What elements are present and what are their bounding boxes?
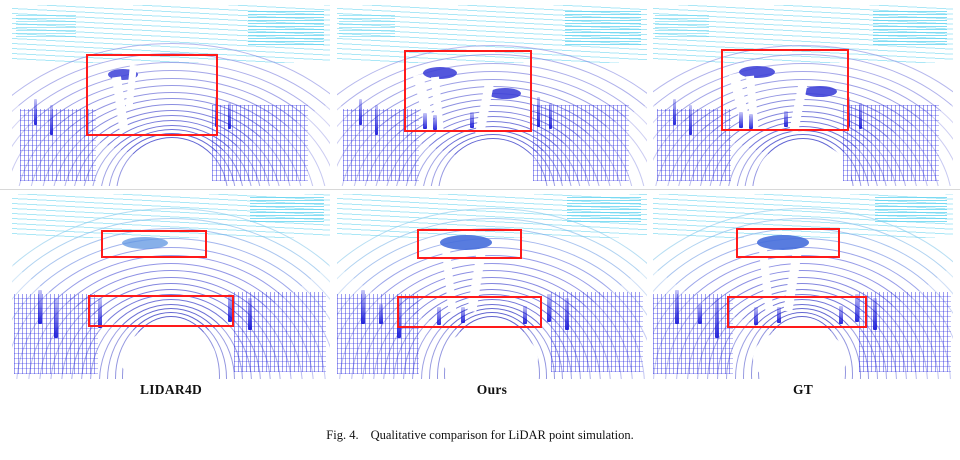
far-structure-right <box>248 11 324 45</box>
distant-vehicle-return <box>122 237 168 249</box>
scan-rings <box>653 194 953 379</box>
column-label-lidar4d: LIDAR4D <box>139 382 203 397</box>
distant-vehicle-return <box>440 235 492 250</box>
panel-grid <box>0 5 960 379</box>
pedestrian-2 <box>749 114 753 129</box>
panel-row1-lidar4d <box>12 5 330 186</box>
roadside-object-right-1 <box>215 97 218 127</box>
far-structure-right <box>567 196 641 222</box>
roadside-object-left-2 <box>54 298 58 338</box>
pedestrian-4 <box>523 306 527 324</box>
pedestrian-3 <box>470 112 474 128</box>
pedestrian-1 <box>739 112 743 128</box>
scan-rings <box>12 5 330 186</box>
roadside-object-right-1 <box>847 97 850 127</box>
far-structure-left <box>16 15 76 37</box>
pedestrian-3 <box>777 307 781 323</box>
ego-vehicle-gap <box>442 328 538 379</box>
near-clutter-left <box>337 294 419 374</box>
far-structure-right <box>873 11 947 45</box>
roadside-object-left-2 <box>397 298 401 338</box>
vehicle-return-right <box>489 88 521 99</box>
panel-row2-gt <box>653 194 953 379</box>
roadside-object-right-2 <box>549 103 552 129</box>
pedestrian-4 <box>839 306 843 324</box>
ego-vehicle-gap <box>753 328 847 379</box>
far-structure-left <box>655 15 709 37</box>
near-clutter-left <box>657 109 731 181</box>
roadside-object-left-2 <box>50 105 53 135</box>
far-structure-right <box>875 196 947 222</box>
near-clutter-left <box>20 109 96 181</box>
panel-row1-gt <box>653 5 953 186</box>
roadside-object-right-1 <box>855 294 859 322</box>
pedestrian-1 <box>379 304 383 324</box>
near-clutter-right <box>843 105 939 181</box>
vehicle-return-left <box>108 69 138 80</box>
near-clutter-right <box>212 105 308 181</box>
caption-text: Qualitative comparison for LiDAR point s… <box>370 428 634 442</box>
roadside-object-left-1 <box>34 99 37 125</box>
pedestrian-3 <box>461 307 465 323</box>
roadside-object-right-2 <box>565 298 569 330</box>
roadside-object-mid <box>98 298 102 328</box>
roadside-object-right-2 <box>873 298 877 330</box>
roadside-object-left-1 <box>361 290 365 324</box>
pedestrian-1 <box>698 304 702 324</box>
vehicle-return-left <box>423 67 457 79</box>
pedestrian-3 <box>784 111 788 127</box>
roadside-object-left-2 <box>375 105 378 135</box>
roadside-object-right-1 <box>228 294 232 322</box>
near-clutter-left <box>653 294 733 374</box>
vehicle-return-right <box>803 86 837 97</box>
panel-row2-ours <box>337 194 647 379</box>
roadside-object-right-2 <box>859 103 862 129</box>
roadside-object-left-1 <box>673 99 676 125</box>
vehicle-return-left <box>739 66 775 78</box>
point-cloud-render <box>653 5 953 186</box>
figure-number: Fig. 4. <box>326 428 359 442</box>
far-structure-left <box>339 15 395 37</box>
panel-row1-ours <box>337 5 647 186</box>
point-cloud-render <box>337 5 647 186</box>
point-cloud-render <box>12 194 330 379</box>
roadside-object-right-2 <box>248 298 252 330</box>
point-cloud-render <box>12 5 330 186</box>
ego-vehicle-gap <box>120 328 216 379</box>
panel-row2-lidar4d <box>12 194 330 379</box>
column-label-gt: GT <box>792 382 814 397</box>
column-labels: LIDAR4D Ours GT <box>0 382 960 412</box>
scan-rings <box>337 194 647 379</box>
scan-rings <box>12 194 330 379</box>
near-clutter-left <box>343 109 419 181</box>
roadside-object-right-1 <box>547 294 551 322</box>
distant-vehicle-return <box>757 235 809 250</box>
roadside-object-right-1 <box>537 97 540 127</box>
roadside-object-left-2 <box>715 298 719 338</box>
roadside-object-right-2 <box>228 103 231 129</box>
far-structure-right <box>250 196 324 222</box>
roadside-object-left-1 <box>38 290 42 324</box>
scan-rings <box>337 5 647 186</box>
row-separator <box>0 189 960 190</box>
near-clutter-right <box>533 105 629 181</box>
roadside-object-left-2 <box>689 105 692 135</box>
figure-caption: Fig. 4. Qualitative comparison for LiDAR … <box>0 428 960 443</box>
roadside-object-left-1 <box>359 99 362 125</box>
point-cloud-render <box>653 194 953 379</box>
pedestrian-1 <box>423 113 427 129</box>
pedestrian-2 <box>754 307 758 325</box>
pedestrian-2 <box>437 307 441 325</box>
roadside-object-left-1 <box>675 290 679 324</box>
point-cloud-render <box>337 194 647 379</box>
far-structure-right <box>565 11 641 45</box>
column-label-ours: Ours <box>476 382 508 397</box>
pedestrian-2 <box>433 115 437 130</box>
